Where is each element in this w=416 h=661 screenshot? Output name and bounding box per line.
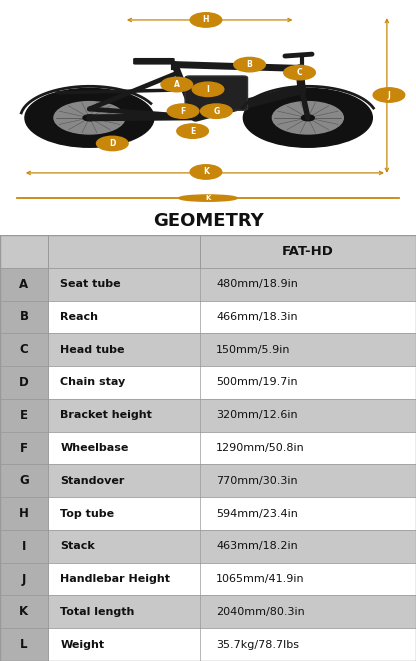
Text: Head tube: Head tube bbox=[60, 344, 125, 355]
Bar bbox=[0, 596, 416, 628]
Bar bbox=[0, 333, 48, 366]
Text: H: H bbox=[203, 15, 209, 24]
Bar bbox=[0, 301, 416, 333]
Bar bbox=[0, 399, 48, 432]
FancyBboxPatch shape bbox=[185, 76, 248, 110]
Text: 480mm/18.9in: 480mm/18.9in bbox=[216, 279, 298, 289]
Text: K: K bbox=[20, 605, 28, 618]
Bar bbox=[0, 465, 416, 497]
Text: E: E bbox=[190, 127, 195, 136]
Bar bbox=[0, 268, 416, 301]
Text: K: K bbox=[206, 195, 210, 201]
Text: Weight: Weight bbox=[60, 640, 104, 650]
Text: Handlebar Height: Handlebar Height bbox=[60, 574, 170, 584]
Text: 150mm/5.9in: 150mm/5.9in bbox=[216, 344, 291, 355]
Bar bbox=[0, 563, 416, 596]
Bar bbox=[0, 497, 48, 530]
Circle shape bbox=[272, 102, 343, 134]
Circle shape bbox=[192, 82, 224, 97]
Circle shape bbox=[201, 104, 232, 118]
Bar bbox=[0, 497, 416, 530]
Text: 594mm/23.4in: 594mm/23.4in bbox=[216, 508, 298, 518]
Text: 463mm/18.2in: 463mm/18.2in bbox=[216, 541, 298, 551]
Circle shape bbox=[97, 136, 128, 151]
Text: C: C bbox=[20, 343, 28, 356]
Text: 320mm/12.6in: 320mm/12.6in bbox=[216, 410, 298, 420]
Circle shape bbox=[301, 115, 314, 121]
Bar bbox=[0, 301, 48, 333]
Text: F: F bbox=[20, 442, 28, 455]
Bar bbox=[0, 235, 416, 268]
Bar bbox=[0, 530, 416, 563]
Circle shape bbox=[161, 77, 193, 92]
Circle shape bbox=[83, 115, 96, 121]
Bar bbox=[0, 628, 416, 661]
Circle shape bbox=[190, 13, 222, 27]
Text: GEOMETRY: GEOMETRY bbox=[153, 212, 263, 229]
Text: J: J bbox=[388, 91, 390, 100]
Circle shape bbox=[167, 104, 199, 118]
Text: 2040mm/80.3in: 2040mm/80.3in bbox=[216, 607, 305, 617]
Text: 770mm/30.3in: 770mm/30.3in bbox=[216, 476, 298, 486]
Circle shape bbox=[234, 58, 265, 72]
FancyBboxPatch shape bbox=[133, 58, 175, 65]
Text: G: G bbox=[213, 106, 220, 116]
Circle shape bbox=[25, 89, 154, 147]
Text: G: G bbox=[19, 475, 29, 487]
Bar bbox=[0, 530, 48, 563]
Text: F: F bbox=[181, 106, 186, 116]
Circle shape bbox=[284, 65, 315, 80]
Bar bbox=[0, 432, 48, 465]
Circle shape bbox=[373, 88, 405, 102]
Text: Chain stay: Chain stay bbox=[60, 377, 126, 387]
Text: 466mm/18.3in: 466mm/18.3in bbox=[216, 312, 298, 322]
Circle shape bbox=[179, 195, 237, 201]
Circle shape bbox=[177, 124, 208, 138]
Text: D: D bbox=[19, 376, 29, 389]
Text: Standover: Standover bbox=[60, 476, 125, 486]
Text: H: H bbox=[19, 507, 29, 520]
Text: Total length: Total length bbox=[60, 607, 135, 617]
Bar bbox=[0, 399, 416, 432]
Text: 35.7kg/78.7lbs: 35.7kg/78.7lbs bbox=[216, 640, 300, 650]
Text: J: J bbox=[22, 572, 26, 586]
Bar bbox=[0, 268, 48, 301]
Bar bbox=[0, 628, 48, 661]
Bar bbox=[0, 333, 416, 366]
Text: Reach: Reach bbox=[60, 312, 98, 322]
Bar bbox=[0, 563, 48, 596]
Bar bbox=[0, 432, 416, 465]
Text: 1065mm/41.9in: 1065mm/41.9in bbox=[216, 574, 305, 584]
Text: I: I bbox=[207, 85, 209, 94]
Text: Wheelbase: Wheelbase bbox=[60, 443, 129, 453]
Text: I: I bbox=[22, 540, 26, 553]
Text: 1290mm/50.8in: 1290mm/50.8in bbox=[216, 443, 305, 453]
Text: FAT-HD: FAT-HD bbox=[282, 245, 334, 258]
Text: A: A bbox=[20, 278, 28, 291]
Text: 500mm/19.7in: 500mm/19.7in bbox=[216, 377, 298, 387]
Circle shape bbox=[190, 165, 222, 179]
Bar bbox=[0, 366, 48, 399]
Text: B: B bbox=[20, 311, 28, 323]
Text: K: K bbox=[203, 167, 209, 176]
Text: E: E bbox=[20, 408, 28, 422]
Bar bbox=[0, 465, 48, 497]
Circle shape bbox=[54, 102, 125, 134]
Text: Seat tube: Seat tube bbox=[60, 279, 121, 289]
Text: Bracket height: Bracket height bbox=[60, 410, 152, 420]
Text: A: A bbox=[174, 80, 180, 89]
Text: B: B bbox=[247, 60, 253, 69]
Text: L: L bbox=[20, 638, 28, 651]
Text: D: D bbox=[109, 139, 116, 148]
Text: Top tube: Top tube bbox=[60, 508, 114, 518]
Text: C: C bbox=[297, 68, 302, 77]
Bar bbox=[0, 596, 48, 628]
Text: Stack: Stack bbox=[60, 541, 95, 551]
Bar bbox=[0, 366, 416, 399]
Circle shape bbox=[243, 89, 372, 147]
